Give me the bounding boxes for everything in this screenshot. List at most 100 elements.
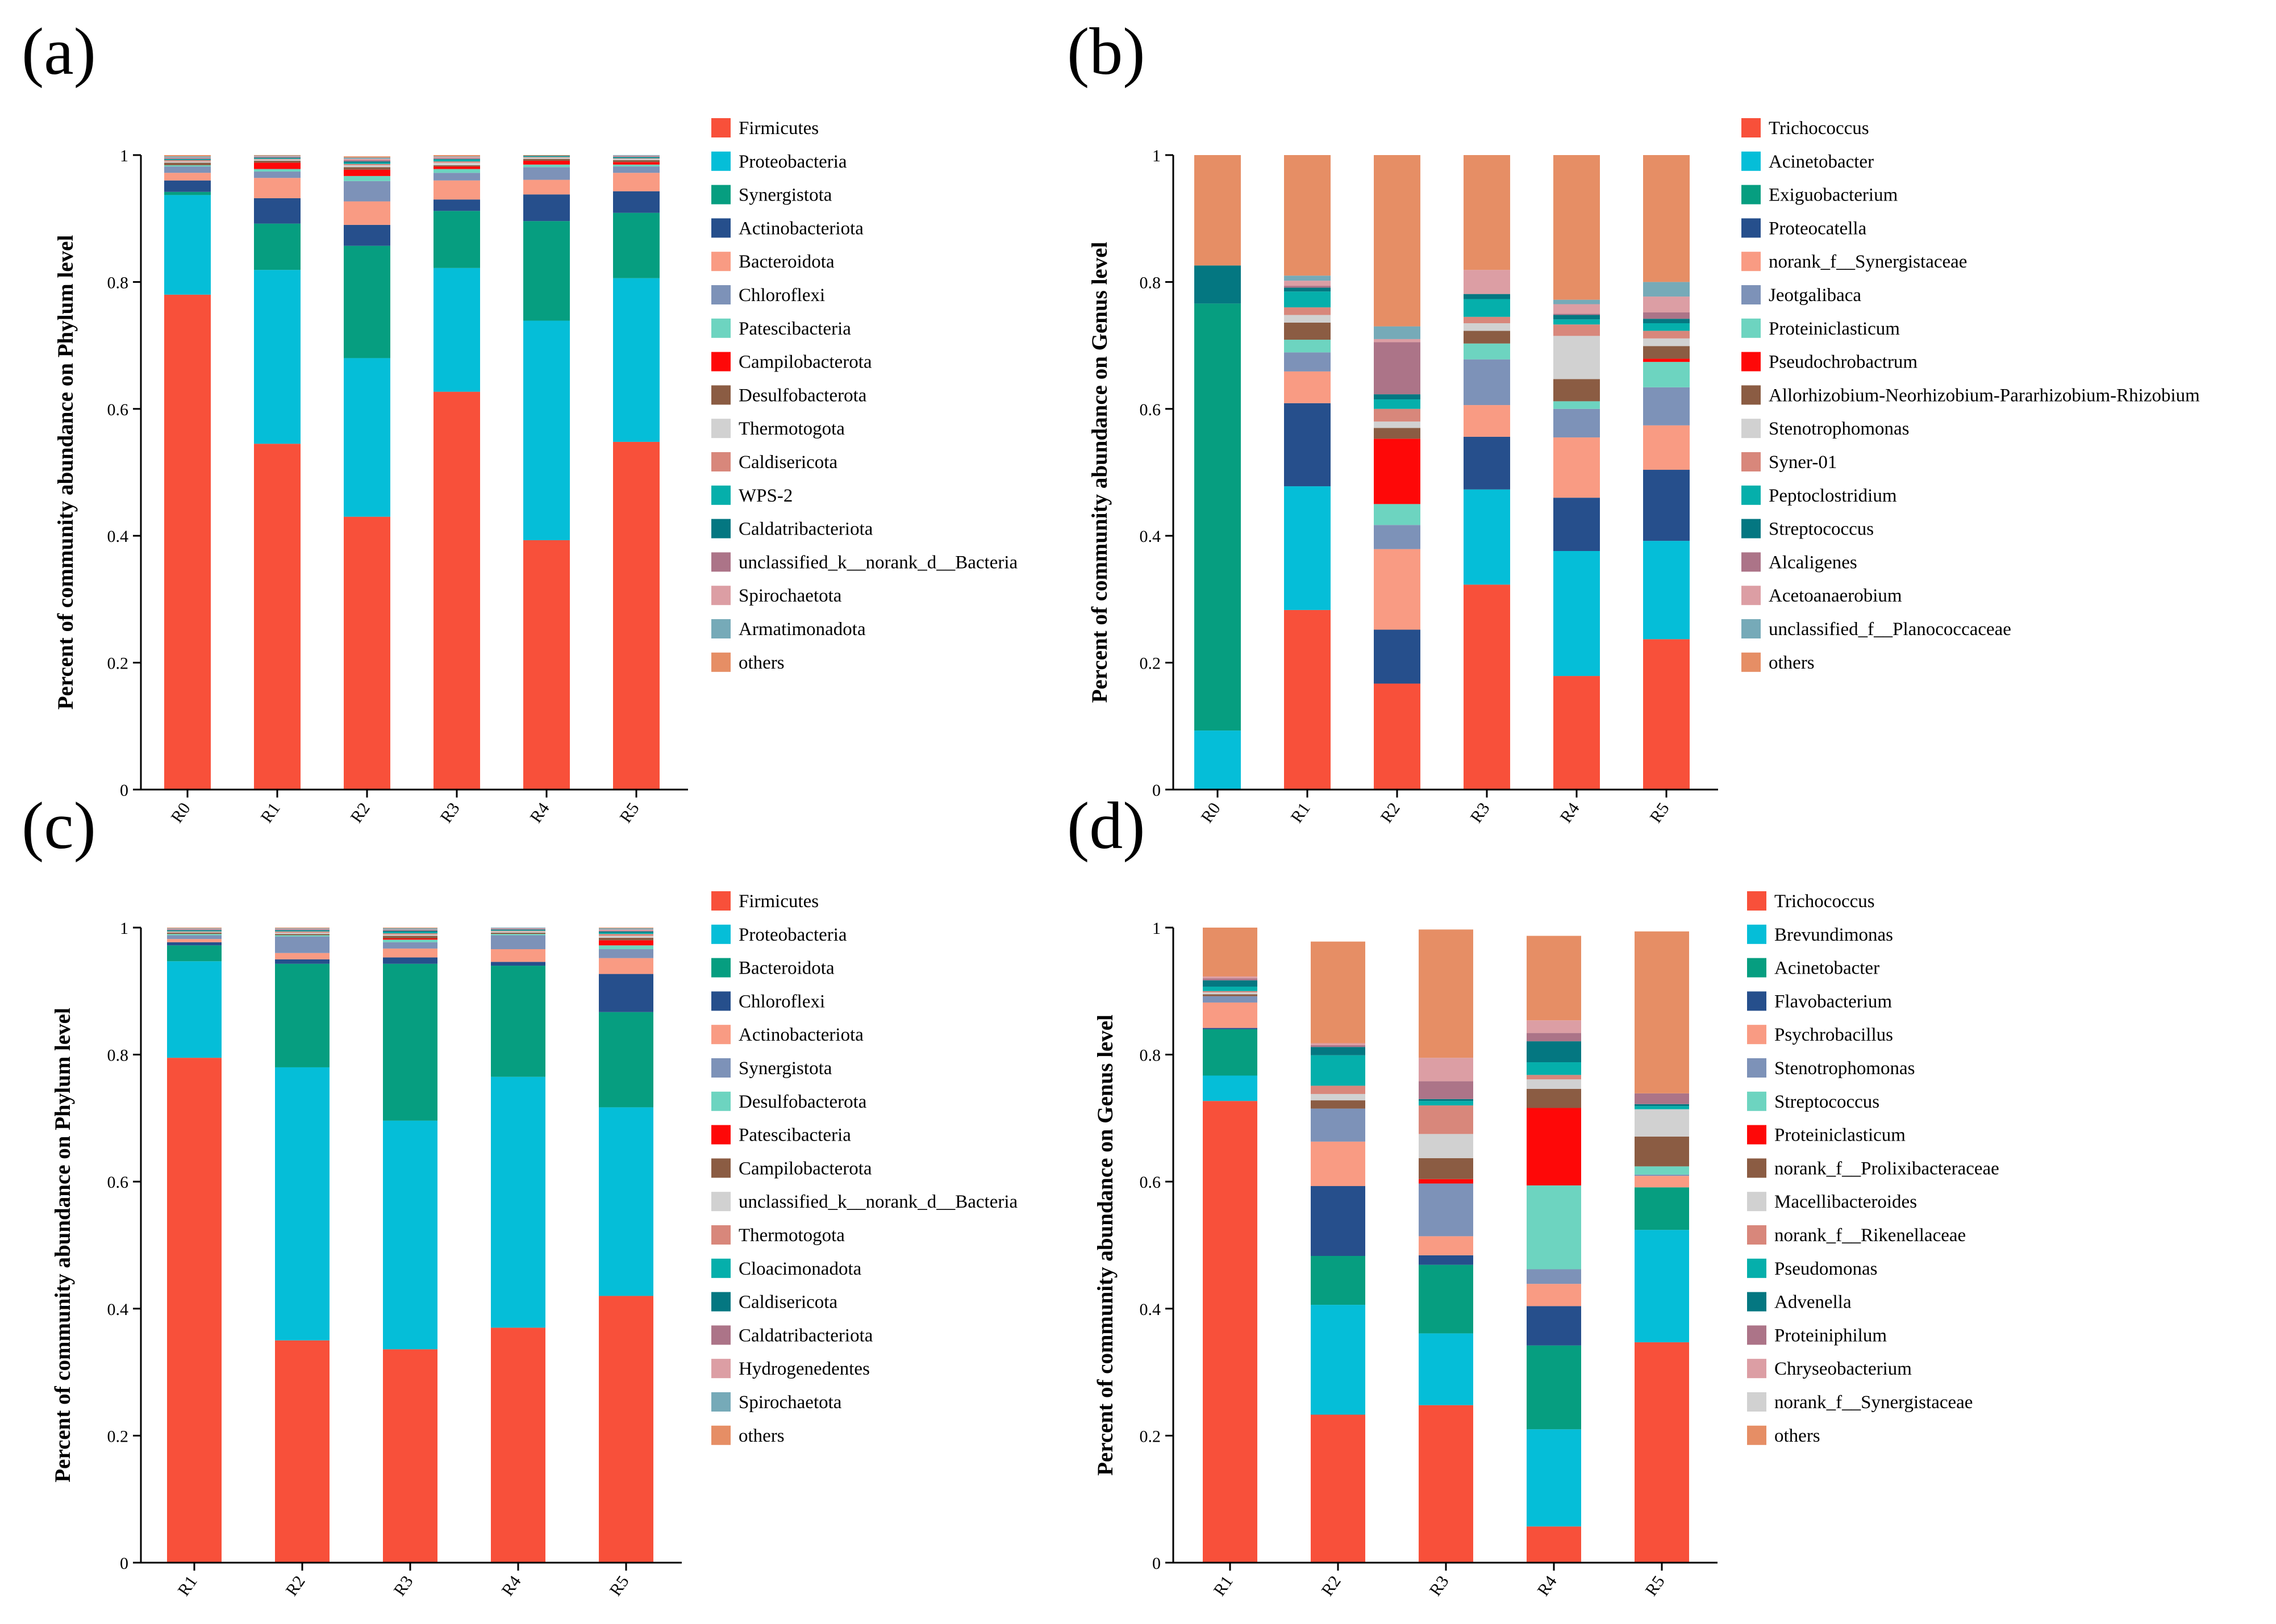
x-tick-label-r3: R3 [437, 799, 464, 826]
bar-segment-synergistota [275, 936, 330, 953]
bar-segment-chryseobacterium [1203, 976, 1257, 979]
legend-label: Chloroflexi [739, 285, 825, 306]
legend-label: Caldisericota [739, 1292, 837, 1313]
bar-segment-acinetobacter [1553, 551, 1600, 677]
bar-segment-others [1284, 155, 1331, 276]
legend-swatch [711, 1158, 731, 1178]
bar-segment-acetoanaerobium [1553, 304, 1600, 314]
legend-item-campilobacterota: Campilobacterota [711, 352, 872, 373]
bar-segment-proteobacteria [599, 1107, 653, 1296]
legend-swatch [1747, 1158, 1766, 1178]
legend-item-others: others [711, 1425, 785, 1446]
legend-swatch [1741, 118, 1761, 137]
legend-item-norank-f-synergistaceae: norank_f__Synergistaceae [1741, 252, 1967, 272]
bar-segment-desulfobacterota [167, 934, 222, 936]
bar-segment-macellibacteroides [1203, 992, 1257, 995]
y-tick-label: 0 [120, 781, 128, 800]
legend-item-acetoanaerobium: Acetoanaerobium [1741, 586, 1902, 606]
x-tick-label-r3: R3 [1426, 1572, 1453, 1600]
legend-label: Caldatribacteriota [739, 519, 873, 540]
x-tick-label-r1: R1 [1287, 799, 1314, 826]
legend-swatch [711, 285, 731, 304]
bar-segment-campilobacterota [491, 932, 545, 934]
bar-segment-wps-2 [344, 162, 390, 164]
bar-segment-campilobacterota [167, 932, 222, 934]
bar-segment-stenotrophomonas [1203, 996, 1257, 1003]
legend-item-caldatribacteriota: Caldatribacteriota [711, 519, 873, 540]
bar-segment-firmicutes [433, 391, 480, 790]
legend-label: Spirochaetota [739, 586, 842, 606]
legend-item-psychrobacillus: Psychrobacillus [1747, 1025, 1893, 1045]
x-tick-label-r0: R0 [1198, 799, 1224, 826]
bar-segment-acinetobacter [1194, 730, 1241, 790]
legend-label: Proteiniphilum [1774, 1325, 1887, 1346]
bar-segment-thermotogota [613, 158, 660, 160]
legend-item-norank-f-rikenellaceae: norank_f__Rikenellaceae [1747, 1225, 1966, 1246]
legend-item-norank-f-synergistaceae: norank_f__Synergistaceae [1747, 1392, 1973, 1413]
legend-swatch [1741, 318, 1761, 338]
legend-item-pseudochrobactrum: Pseudochrobactrum [1741, 352, 1917, 373]
legend-item-norank-f-prolixibacteraceae: norank_f__Prolixibacteraceae [1747, 1158, 1999, 1179]
bar-segment-thermotogota [523, 157, 570, 159]
legend-swatch [711, 1392, 731, 1412]
bar-segment-patescibacteria [254, 169, 301, 172]
bar-segment-firmicutes [523, 540, 570, 790]
bar-segment-acetoanaerobium [1284, 281, 1331, 286]
bar-segment-others [1635, 931, 1689, 1093]
bar-segment-campilobacterota [523, 161, 570, 165]
bar-segment-spirochaetota [433, 157, 480, 158]
legend-label: Streptococcus [1774, 1092, 1879, 1112]
bar-segment-campilobacterota [613, 162, 660, 165]
legend-swatch [1747, 1225, 1766, 1245]
bar-segment-bacteroidota [167, 945, 222, 962]
legend-item-stenotrophomonas: Stenotrophomonas [1747, 1058, 1915, 1079]
bar-segment-flavobacterium [1311, 1186, 1365, 1256]
bar-segment-proteiniphilum [1527, 1033, 1581, 1042]
bar-segment-synergistota [433, 211, 480, 268]
bar-segment-patescibacteria [164, 165, 211, 167]
legend-swatch [711, 619, 731, 638]
legend-label: Desulfobacterota [739, 385, 867, 406]
bar-segment-firmicutes [491, 1327, 545, 1563]
bar-segment-norank-f-prolixibacteraceae [1419, 1158, 1473, 1179]
legend-label: Acetoanaerobium [1769, 586, 1902, 606]
legend-item-unclassified-k-norank-d-bacteria: unclassified_k__norank_d__Bacteria [711, 1192, 1018, 1212]
bar-segment-cloacimonadota [383, 932, 437, 934]
bar-segment-acinetobacter [1643, 541, 1690, 640]
legend-swatch [711, 1125, 731, 1145]
y-tick-label: 0.2 [1140, 654, 1161, 673]
bar-segment-pseudomonas [1527, 1062, 1581, 1075]
legend-swatch [1741, 519, 1761, 538]
legend-swatch [711, 1425, 731, 1445]
bar-segment-advenella [1635, 1104, 1689, 1107]
x-tick-label-r1: R1 [1210, 1572, 1237, 1600]
bar-segment-unclassified-k-norank-d-bacteria [167, 932, 222, 933]
bar-segment-macellibacteroides [1527, 1079, 1581, 1089]
legend-swatch [711, 1192, 731, 1212]
bar-segment-unclassified-k-norank-d-bacteria [344, 160, 390, 162]
bar-segment-streptococcus [1464, 294, 1510, 299]
bar-segment-chryseobacterium [1527, 1020, 1581, 1033]
y-tick-label: 0.4 [1140, 1300, 1161, 1319]
bar-segment-caldisericota [599, 931, 653, 933]
x-tick-label-r3: R3 [1467, 799, 1494, 826]
bar-segment-armatimonadota [433, 156, 480, 157]
legend-swatch [711, 385, 731, 405]
bar-segment-macellibacteroides [1635, 1109, 1689, 1137]
legend-item-acinetobacter: Acinetobacter [1747, 958, 1879, 979]
bar-segment-thermotogota [275, 931, 330, 933]
bar-segment-others [433, 155, 480, 157]
bar-segment-thermotogota [254, 159, 301, 161]
bar-segment-unclassified-f-planococcaceae [1374, 326, 1420, 339]
legend-item-advenella: Advenella [1747, 1292, 1852, 1313]
legend-label: norank_f__Prolixibacteraceae [1774, 1158, 1999, 1179]
bar-segment-desulfobacterota [383, 940, 437, 942]
bar-segment-firmicutes [599, 1296, 653, 1563]
legend-item-cloacimonadota: Cloacimonadota [711, 1258, 862, 1279]
legend-swatch [1741, 185, 1761, 204]
legend-swatch [711, 185, 731, 204]
x-tick-label-r1: R1 [174, 1572, 201, 1600]
legend-swatch [711, 991, 731, 1011]
legend-swatch [711, 485, 731, 505]
bar-segment-thermotogota [491, 930, 545, 932]
